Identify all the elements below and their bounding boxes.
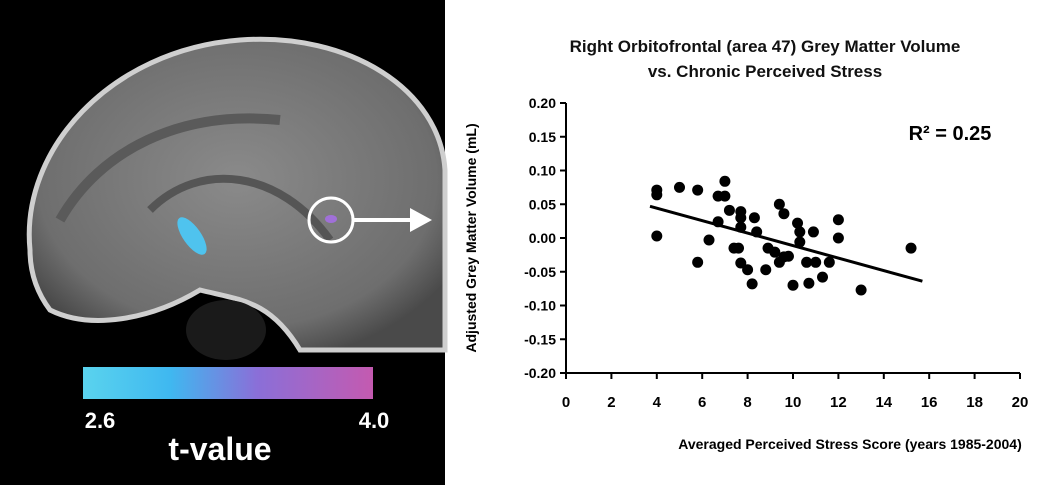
data-point <box>719 191 730 202</box>
x-tick-label: 20 <box>1012 394 1029 411</box>
chart-title: Right Orbitofrontal (area 47) Grey Matte… <box>560 34 970 84</box>
data-point <box>906 243 917 254</box>
data-point <box>674 182 685 193</box>
data-point <box>808 226 819 237</box>
data-point <box>783 251 794 262</box>
y-tick-label: -0.05 <box>524 264 556 280</box>
data-point <box>704 235 715 246</box>
colorbar-label: t-value <box>168 431 271 467</box>
x-tick-label: 10 <box>785 394 802 411</box>
data-point <box>856 284 867 295</box>
x-tick-label: 18 <box>966 394 983 411</box>
data-point <box>810 257 821 268</box>
data-point <box>724 205 735 216</box>
y-tick-label: 0.20 <box>529 95 556 111</box>
y-tick-label: 0.05 <box>529 196 556 212</box>
data-point <box>733 243 744 254</box>
colorbar-tick-label: 2.6 <box>85 408 116 433</box>
data-point <box>833 214 844 225</box>
data-point <box>788 280 799 291</box>
data-point <box>742 264 753 275</box>
data-point <box>651 189 662 200</box>
y-tick-label: -0.20 <box>524 365 556 381</box>
data-point <box>824 257 835 268</box>
data-point <box>692 257 703 268</box>
data-point <box>774 199 785 210</box>
data-point <box>817 272 828 283</box>
colorbar <box>83 367 373 399</box>
x-tick-label: 4 <box>653 394 662 411</box>
x-tick-label: 8 <box>743 394 751 411</box>
brain-panel: 2.6 4.0 t-value <box>0 0 445 485</box>
data-point <box>651 230 662 241</box>
data-point <box>803 278 814 289</box>
activation-blob <box>325 215 337 223</box>
data-point <box>719 176 730 187</box>
data-point <box>794 226 805 237</box>
x-axis-label: Averaged Perceived Stress Score (years 1… <box>678 436 1021 452</box>
colorbar-tick-label: 4.0 <box>359 408 390 433</box>
x-tick-label: 16 <box>921 394 938 411</box>
figure: 2.6 4.0 t-value R² = 0.25 Averaged Perce… <box>0 0 1063 485</box>
data-point <box>833 233 844 244</box>
data-point <box>747 278 758 289</box>
x-tick-label: 12 <box>830 394 847 411</box>
x-tick-label: 0 <box>562 394 570 411</box>
data-point <box>735 212 746 223</box>
data-point <box>749 212 760 223</box>
data-point <box>692 185 703 196</box>
y-tick-label: 0.10 <box>529 163 556 179</box>
data-point <box>760 264 771 275</box>
y-tick-label: 0.15 <box>529 129 556 145</box>
x-tick-label: 14 <box>875 394 892 411</box>
x-tick-label: 2 <box>607 394 615 411</box>
y-axis-label: Adjusted Grey Matter Volume (mL) <box>463 123 479 352</box>
y-tick-label: 0.00 <box>529 230 556 246</box>
y-tick-label: -0.10 <box>524 298 556 314</box>
y-tick-label: -0.15 <box>524 331 556 347</box>
annotation: R² = 0.25 <box>909 123 992 145</box>
x-tick-label: 6 <box>698 394 706 411</box>
data-point <box>778 208 789 219</box>
brain-shadow <box>186 300 266 360</box>
